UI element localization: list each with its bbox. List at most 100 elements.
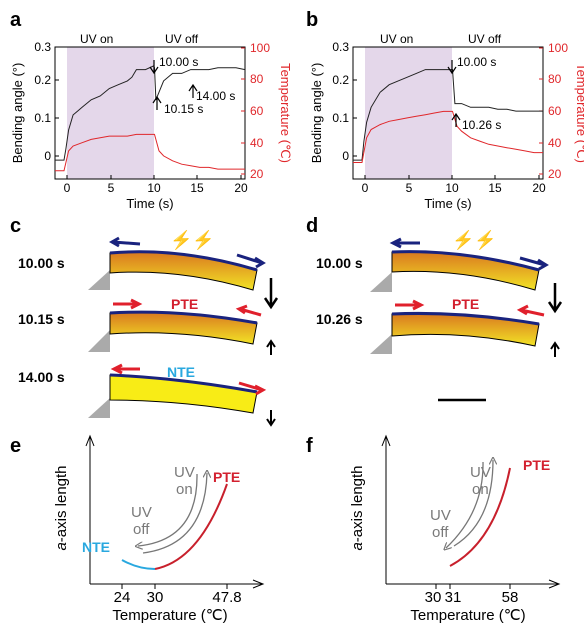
time-label-d-1: 10.00 s bbox=[316, 255, 363, 271]
arrow-bend-down-c-1 bbox=[263, 278, 279, 310]
series-temperature-b bbox=[353, 110, 543, 163]
uv-off-label-f-2: off bbox=[432, 524, 449, 541]
clamp-d-2 bbox=[370, 334, 392, 354]
time-label-c-3: 14.00 s bbox=[18, 369, 65, 385]
xlabel-a: Time (s) bbox=[126, 196, 173, 211]
nte-label-e: NTE bbox=[82, 539, 110, 555]
ytick-right-label-b-4: 100 bbox=[548, 41, 568, 55]
xtick-label-e-0: 24 bbox=[114, 589, 131, 606]
panel-label-d: d bbox=[306, 215, 318, 237]
uv-on-label-f-2: on bbox=[472, 481, 489, 498]
uv-off-label-b: UV off bbox=[468, 32, 502, 46]
arrow-down-b bbox=[447, 60, 457, 75]
uv-off-label-e-2: off bbox=[133, 521, 150, 538]
x-axis-e bbox=[90, 579, 265, 589]
x-axis-f bbox=[386, 579, 561, 589]
plot-frame-b bbox=[352, 46, 544, 180]
crystal-bar-c-2 bbox=[109, 311, 258, 345]
uv-on-label-a: UV on bbox=[80, 32, 113, 46]
arrow-left-c-3 bbox=[110, 363, 140, 375]
panel-label-b: b bbox=[306, 9, 318, 31]
ytick-label-b-0: 0 bbox=[342, 149, 349, 163]
panel-a: a UV on UV off 0 5 10 15 20 0 0.1 0.2 0.… bbox=[10, 9, 293, 211]
axes-b: 0 5 10 15 20 0 0.1 0.2 0.3 20 40 60 80 1… bbox=[332, 40, 568, 195]
clamp-c-3 bbox=[88, 398, 110, 418]
panel-d: d ⚡⚡ 10.00 s 10.26 s PTE bbox=[306, 215, 563, 402]
xtick-label-f-1: 31 bbox=[445, 589, 462, 606]
uv-on-arrow-e bbox=[142, 473, 207, 554]
arrow-right-d-1 bbox=[519, 256, 549, 271]
xtick-label-a-3: 15 bbox=[190, 181, 204, 195]
pte-curve-f bbox=[449, 467, 511, 567]
xtick-label-f-2: 58 bbox=[502, 589, 519, 606]
series-bending-angle-a bbox=[55, 65, 246, 161]
nte-curve-e bbox=[121, 559, 156, 570]
ytick-right-label-a-4: 100 bbox=[250, 41, 270, 55]
xtick-label-f-0: 30 bbox=[425, 589, 442, 606]
pte-label-c: PTE bbox=[171, 296, 198, 312]
y-axis-e bbox=[85, 434, 95, 584]
xtick-label-a-1: 5 bbox=[108, 181, 115, 195]
arrow-bend-down-d-1 bbox=[547, 283, 563, 314]
clamp-d-1 bbox=[370, 272, 392, 292]
axes-a: 0 5 10 15 20 0 0.1 0.2 0.3 20 40 60 80 1… bbox=[34, 40, 270, 195]
ylabel-e-rest: -axis length bbox=[53, 465, 70, 542]
xlabel-e: Temperature (℃) bbox=[112, 607, 227, 624]
ytick-right-label-a-0: 20 bbox=[250, 167, 264, 181]
series-temperature-a bbox=[55, 133, 245, 172]
ytick-label-a-3: 0.3 bbox=[34, 40, 51, 54]
ytick-right-label-a-2: 60 bbox=[250, 104, 264, 118]
ytick-right-label-a-1: 40 bbox=[250, 136, 264, 150]
arrow-bend-down-c-3 bbox=[266, 410, 276, 427]
crystal-top-layer-d-2 bbox=[391, 311, 540, 326]
time-label-d-2: 10.26 s bbox=[316, 311, 363, 327]
arrow-left-d-1 bbox=[389, 237, 420, 249]
arrow-bend-up-d-2 bbox=[550, 341, 560, 357]
xtick-label-e-1: 30 bbox=[147, 589, 164, 606]
arrow-up-a-2 bbox=[188, 83, 198, 98]
crystal-bar-d-2 bbox=[391, 312, 540, 347]
arrow-bend-up-c-2 bbox=[266, 339, 276, 355]
ytick-label-a-0: 0 bbox=[44, 149, 51, 163]
crystal-top-layer-c-3 bbox=[109, 373, 258, 394]
xlabel-f: Temperature (℃) bbox=[410, 607, 525, 624]
uv-off-label-a: UV off bbox=[165, 32, 199, 46]
ytick-label-a-2: 0.2 bbox=[34, 73, 51, 87]
panel-label-e: e bbox=[10, 435, 21, 457]
ylabel-e: a-axis length bbox=[53, 465, 70, 550]
clamp-c-2 bbox=[88, 330, 110, 352]
uv-off-label-f-1: UV bbox=[430, 507, 451, 524]
uv-bolt-icon-c: ⚡⚡ bbox=[170, 229, 215, 251]
ylabel-e-italic: a bbox=[53, 542, 70, 550]
ylabel-right-a: Temperature (℃) bbox=[278, 63, 293, 163]
ylabel-f-rest: -axis length bbox=[349, 465, 366, 542]
time-label-c-2: 10.15 s bbox=[18, 311, 65, 327]
crystal-bar-d-1 bbox=[391, 251, 540, 291]
annotation-b-mid: 10.26 s bbox=[462, 118, 501, 132]
arrow-right-c-1 bbox=[236, 253, 266, 269]
annotation-a-mid: 10.15 s bbox=[164, 102, 203, 116]
crystal-top-layer-c-2 bbox=[109, 310, 258, 325]
uv-on-arrow-f bbox=[453, 460, 493, 547]
ylabel-f: a-axis length bbox=[349, 465, 366, 550]
uv-bolt-icon-d: ⚡⚡ bbox=[452, 229, 497, 251]
arrow-down-a bbox=[149, 60, 159, 75]
xtick-label-e-2: 47.8 bbox=[212, 589, 241, 606]
xtick-label-b-3: 15 bbox=[488, 181, 502, 195]
pte-label-f: PTE bbox=[523, 457, 550, 473]
arrow-up-b bbox=[451, 112, 461, 127]
crystal-top-layer-c-1 bbox=[109, 250, 258, 272]
pte-curve-e bbox=[154, 483, 228, 570]
ytick-label-b-2: 0.2 bbox=[332, 73, 349, 87]
pte-label-e: PTE bbox=[213, 469, 240, 485]
xlabel-b: Time (s) bbox=[424, 196, 471, 211]
nte-label-c: NTE bbox=[167, 364, 195, 380]
ytick-label-b-1: 0.1 bbox=[332, 111, 349, 125]
uv-on-label-f-1: UV bbox=[470, 464, 491, 481]
pte-label-d: PTE bbox=[452, 296, 479, 312]
annotation-b-top: 10.00 s bbox=[457, 55, 496, 69]
ytick-label-a-1: 0.1 bbox=[34, 111, 51, 125]
uv-on-label-b: UV on bbox=[380, 32, 413, 46]
uv-on-label-e-1: UV bbox=[174, 464, 195, 481]
